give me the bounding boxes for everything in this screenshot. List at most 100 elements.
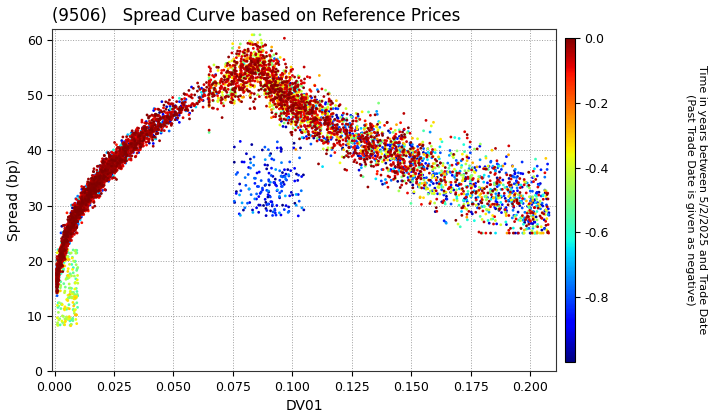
Point [261, 90, 272, 97]
Point [111, 142, 122, 148]
Point [273, 84, 284, 91]
Point [271, 66, 282, 73]
Point [56, 246, 68, 252]
Point [239, 83, 251, 90]
Point [113, 155, 125, 162]
Point [335, 126, 346, 133]
Point [262, 92, 274, 99]
Point [79, 199, 91, 205]
Point [341, 126, 352, 133]
Point [277, 79, 289, 86]
Point [368, 163, 379, 170]
Point [318, 137, 330, 144]
Point [285, 129, 297, 136]
Point [539, 225, 550, 232]
Point [67, 291, 78, 297]
Point [425, 198, 436, 205]
Point [94, 174, 105, 181]
Point [418, 151, 430, 158]
Point [445, 184, 456, 191]
Point [461, 184, 472, 191]
Point [398, 143, 410, 150]
Point [242, 200, 253, 207]
Point [218, 67, 230, 74]
Point [269, 206, 281, 213]
Point [397, 165, 408, 172]
Point [392, 171, 403, 177]
Point [52, 266, 63, 273]
Point [155, 121, 166, 127]
Point [151, 116, 163, 123]
Point [335, 126, 346, 133]
Point [86, 180, 98, 186]
Point [78, 199, 89, 206]
Point [289, 89, 300, 95]
Point [299, 123, 310, 129]
Point [118, 154, 130, 161]
Point [58, 244, 70, 251]
Point [64, 231, 76, 237]
Point [58, 246, 69, 252]
Point [372, 111, 383, 118]
Point [89, 184, 100, 190]
Point [341, 131, 352, 137]
Point [131, 137, 143, 144]
Point [74, 207, 86, 213]
Point [103, 165, 114, 172]
Point [61, 234, 73, 241]
Point [256, 71, 268, 78]
Point [56, 223, 68, 230]
Point [53, 268, 64, 275]
Point [81, 198, 93, 205]
Point [159, 118, 171, 125]
Point [248, 162, 259, 168]
Point [481, 166, 492, 173]
Point [291, 118, 302, 125]
Point [128, 141, 140, 147]
Point [115, 164, 127, 171]
Point [485, 230, 496, 236]
Point [241, 65, 253, 71]
Point [315, 98, 326, 105]
Point [100, 173, 112, 179]
Point [65, 216, 76, 223]
Point [59, 232, 71, 239]
Point [115, 164, 127, 171]
Point [126, 149, 138, 155]
Point [518, 181, 530, 188]
Point [100, 163, 112, 169]
Point [276, 85, 288, 92]
Point [99, 168, 111, 175]
Point [76, 208, 87, 215]
Point [283, 78, 294, 85]
Point [312, 99, 323, 106]
Point [55, 284, 66, 291]
Point [487, 188, 498, 194]
Point [203, 94, 215, 100]
Point [297, 94, 308, 100]
Point [94, 171, 105, 178]
Point [148, 107, 159, 114]
Point [55, 255, 66, 262]
Point [284, 86, 296, 92]
Point [63, 273, 74, 279]
Point [329, 122, 341, 129]
Point [143, 129, 155, 135]
Point [292, 110, 303, 117]
Point [300, 113, 311, 120]
Point [84, 192, 96, 199]
Point [289, 85, 301, 92]
Point [125, 133, 137, 140]
Point [82, 184, 94, 191]
Point [314, 102, 325, 109]
Point [275, 99, 287, 105]
Point [504, 182, 516, 189]
Point [61, 236, 73, 242]
Point [239, 47, 251, 53]
Point [61, 224, 73, 231]
Point [271, 79, 283, 86]
Point [81, 180, 93, 187]
Point [113, 158, 125, 165]
Point [299, 92, 310, 99]
Point [58, 246, 70, 252]
